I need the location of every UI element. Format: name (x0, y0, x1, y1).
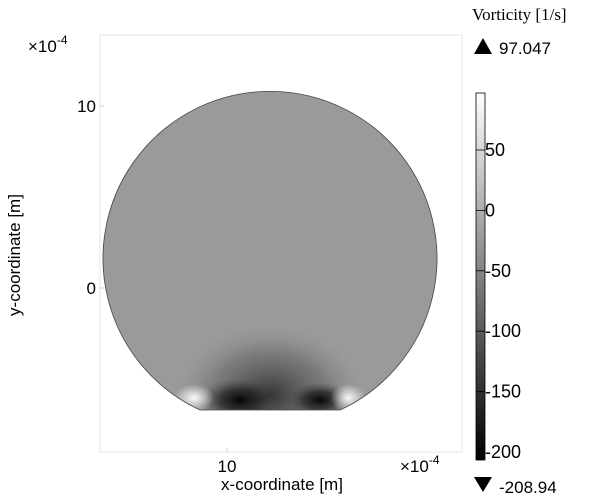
x-tick-label-0: 10 (218, 457, 237, 476)
colorbar-min-label: -208.94 (499, 478, 557, 496)
max-triangle-icon (474, 38, 492, 54)
colorbar-tick-label-3: -100 (485, 321, 521, 341)
colorbar-tick-label-2: -50 (485, 261, 511, 281)
colorbar-title: Vorticity [1/s] (472, 5, 567, 24)
y-tick-label-0: 10 (77, 97, 96, 116)
colorbar-tick-label-4: -150 (485, 382, 521, 402)
colorbar-tick-label-1: 0 (485, 200, 495, 220)
y-axis-multiplier: ×10-4 (28, 33, 68, 56)
x-tick-labels: 10 (218, 448, 237, 476)
colorbar-tick-label-0: 50 (485, 140, 505, 160)
colorbar-tick-label-5: -200 (485, 442, 521, 462)
domain-boundary (102, 91, 438, 411)
y-tick-labels: 10 0 (77, 97, 104, 298)
plot-frame (99, 34, 463, 453)
colorbar (475, 92, 486, 461)
y-tick-label-1: 0 (87, 279, 96, 298)
y-axis-label: y-coordinate [m] (5, 194, 24, 316)
colorbar-ticks: 50 0 -50 -100 -150 -200 (476, 140, 521, 462)
x-axis-multiplier: ×10-4 (400, 453, 440, 476)
colorbar-max-label: 97.047 (499, 39, 551, 58)
min-triangle-icon (474, 477, 492, 492)
x-axis-label: x-coordinate [m] (221, 475, 343, 494)
vorticity-field (103, 91, 438, 411)
